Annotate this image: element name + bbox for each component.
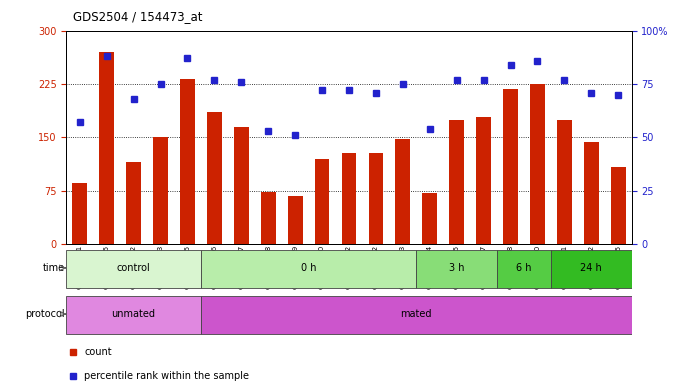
Text: control: control xyxy=(117,263,151,273)
Bar xyxy=(234,127,248,244)
Bar xyxy=(201,250,416,288)
Bar xyxy=(530,84,545,244)
Bar xyxy=(73,184,87,244)
Text: 24 h: 24 h xyxy=(581,263,602,273)
Bar xyxy=(450,119,464,244)
Bar xyxy=(66,250,201,288)
Bar xyxy=(201,296,632,334)
Bar xyxy=(180,79,195,244)
Bar xyxy=(288,195,302,244)
Bar xyxy=(66,296,201,334)
Bar xyxy=(99,52,114,244)
Bar xyxy=(153,137,168,244)
Bar xyxy=(584,142,599,244)
Bar xyxy=(396,139,410,244)
Text: mated: mated xyxy=(401,309,432,319)
Text: unmated: unmated xyxy=(112,309,156,319)
Text: GDS2504 / 154473_at: GDS2504 / 154473_at xyxy=(73,10,203,23)
Bar xyxy=(422,193,437,244)
Bar xyxy=(611,167,625,244)
Text: 0 h: 0 h xyxy=(301,263,316,273)
Bar xyxy=(476,118,491,244)
Bar xyxy=(551,250,632,288)
Bar xyxy=(369,153,383,244)
Bar xyxy=(503,89,518,244)
Bar xyxy=(557,119,572,244)
Bar xyxy=(207,113,222,244)
Text: 3 h: 3 h xyxy=(449,263,464,273)
Bar xyxy=(341,153,357,244)
Bar xyxy=(315,159,329,244)
Bar xyxy=(416,250,497,288)
Text: count: count xyxy=(84,347,112,357)
Text: 6 h: 6 h xyxy=(517,263,532,273)
Text: protocol: protocol xyxy=(25,309,65,319)
Bar xyxy=(497,250,551,288)
Text: percentile rank within the sample: percentile rank within the sample xyxy=(84,371,249,381)
Text: time: time xyxy=(43,263,65,273)
Bar xyxy=(126,162,141,244)
Bar xyxy=(261,192,276,244)
